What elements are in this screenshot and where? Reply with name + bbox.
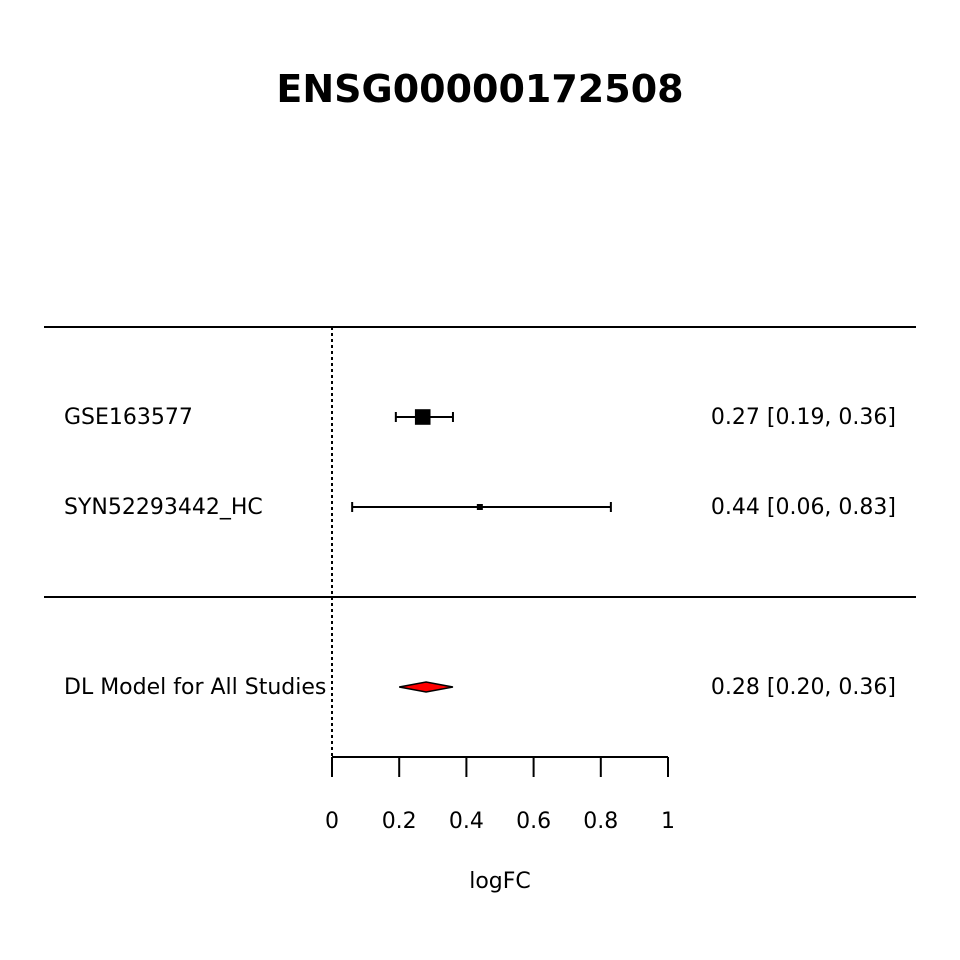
- study-label: SYN52293442_HC: [64, 495, 263, 520]
- study-ci-text: 0.44 [0.06, 0.83]: [711, 495, 896, 520]
- study-ci-text: 0.27 [0.19, 0.36]: [711, 405, 896, 430]
- study-estimate-mark: [394, 409, 454, 425]
- summary-row: DL Model for All Studies 0.28 [0.20, 0.3…: [64, 675, 896, 700]
- study-label: GSE163577: [64, 405, 193, 430]
- tick-label: 0.8: [583, 809, 618, 834]
- chart-title: ENSG00000172508: [276, 67, 683, 111]
- summary-label: DL Model for All Studies: [64, 675, 326, 700]
- point-estimate: [414, 409, 431, 425]
- tick-label: 0.4: [449, 809, 484, 834]
- tick-label: 1: [661, 809, 675, 834]
- x-axis-label: logFC: [469, 869, 531, 894]
- summary-ci-text: 0.28 [0.20, 0.36]: [711, 675, 896, 700]
- study-estimate-mark: [351, 502, 612, 512]
- x-axis: 0 0.2 0.4 0.6 0.8 1: [325, 756, 675, 834]
- tick-label: 0: [325, 809, 339, 834]
- study-row-1: SYN52293442_HC 0.44 [0.06, 0.83]: [64, 495, 896, 520]
- point-estimate: [476, 504, 483, 510]
- tick-label: 0.6: [516, 809, 551, 834]
- study-row-0: GSE163577 0.27 [0.19, 0.36]: [64, 405, 896, 430]
- summary-diamond: [399, 681, 454, 693]
- tick-label: 0.2: [382, 809, 417, 834]
